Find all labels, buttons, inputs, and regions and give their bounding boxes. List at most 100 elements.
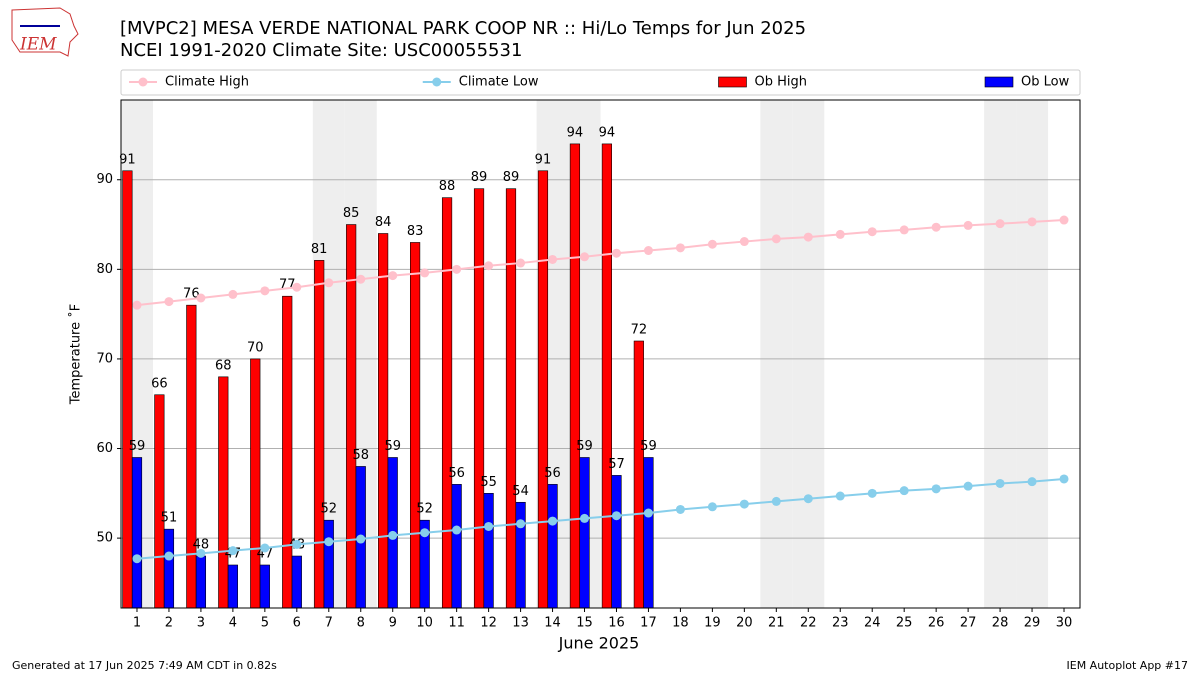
line-point: [420, 268, 430, 278]
x-tick-label: 30: [1056, 616, 1073, 631]
line-point: [643, 246, 653, 256]
y-tick-label: 80: [96, 262, 113, 277]
legend-label: Ob High: [755, 75, 808, 90]
bar: [409, 242, 421, 609]
bar-value-label: 91: [119, 152, 136, 167]
line-point: [707, 502, 717, 512]
x-tick-label: 10: [416, 616, 433, 631]
bar-value-label: 89: [471, 170, 488, 185]
line-point: [739, 499, 749, 509]
y-tick-label: 70: [96, 351, 113, 366]
line-point: [356, 534, 366, 544]
line-point: [228, 289, 238, 299]
x-tick-label: 29: [1024, 616, 1041, 631]
logo-outline: [11, 7, 79, 57]
weekend-shade: [1016, 100, 1049, 608]
bar: [579, 457, 590, 609]
line-point: [132, 300, 142, 310]
line-point: [995, 478, 1005, 488]
line-point: [324, 278, 334, 288]
x-tick-label: 1: [133, 616, 141, 631]
chart-title: [MVPC2] MESA VERDE NATIONAL PARK COOP NR…: [120, 18, 806, 39]
line-point: [580, 513, 590, 523]
bar: [314, 260, 325, 609]
legend-label: Climate High: [165, 75, 249, 90]
x-tick-label: 14: [544, 616, 561, 631]
bar: [195, 555, 207, 609]
line-point: [771, 234, 781, 244]
line-point: [1059, 215, 1069, 225]
y-tick-label: 90: [96, 172, 113, 187]
x-tick-label: 9: [389, 616, 397, 631]
weekend-shade: [984, 100, 1017, 608]
bar: [569, 143, 581, 609]
line-point: [675, 243, 685, 253]
line-point: [516, 258, 526, 268]
bar: [227, 564, 238, 609]
bar: [441, 197, 453, 609]
x-tick-label: 7: [325, 616, 333, 631]
legend-label: Ob Low: [1021, 75, 1070, 90]
x-tick-label: 18: [672, 616, 689, 631]
bar-value-label: 55: [480, 475, 497, 490]
x-tick-label: 24: [864, 616, 881, 631]
bar-value-label: 66: [151, 376, 168, 391]
bar: [473, 188, 485, 609]
x-tick-label: 5: [261, 616, 269, 631]
line-point: [484, 261, 494, 271]
legend-marker: [138, 77, 148, 87]
line-point: [963, 481, 973, 491]
line-point: [675, 504, 685, 514]
bar: [154, 394, 165, 609]
line-point: [803, 232, 813, 242]
line-point: [228, 546, 238, 556]
line-point: [867, 488, 877, 498]
bar-value-label: 89: [503, 170, 520, 185]
line-point: [164, 297, 174, 307]
line: [136, 477, 1065, 560]
line-point: [867, 227, 877, 237]
bar-value-label: 81: [311, 242, 328, 257]
line-point: [611, 511, 621, 521]
bar: [250, 358, 261, 609]
x-tick-label: 6: [293, 616, 301, 631]
bar: [611, 475, 622, 609]
line-point: [1027, 217, 1037, 227]
chart-subtitle: NCEI 1991-2020 Climate Site: USC00055531: [120, 40, 522, 61]
line-point: [931, 484, 941, 494]
bar: [451, 484, 462, 609]
bar: [483, 493, 494, 609]
bar-value-label: 68: [215, 358, 232, 373]
legend-swatch: [984, 76, 1014, 88]
x-tick-label: 2: [165, 616, 173, 631]
bar-value-label: 52: [416, 502, 433, 517]
x-axis-label: June 2025: [558, 634, 640, 653]
bar: [643, 457, 654, 609]
bar-value-label: 88: [439, 179, 456, 194]
line-point: [835, 229, 845, 239]
line-point: [516, 519, 526, 529]
x-tick-label: 21: [768, 616, 785, 631]
line-point: [356, 274, 366, 284]
legend-swatch: [718, 76, 747, 88]
line-point: [643, 508, 653, 518]
x-tick-label: 23: [832, 616, 849, 631]
line-point: [931, 222, 941, 232]
weekend-shade: [760, 100, 793, 608]
line-point: [771, 496, 781, 506]
bar: [259, 564, 270, 609]
bar-value-label: 59: [384, 439, 401, 454]
x-tick-label: 25: [896, 616, 913, 631]
weekend-shade: [792, 100, 825, 608]
line: [136, 219, 1065, 307]
line-point: [803, 494, 813, 504]
footer-left: Generated at 17 Jun 2025 7:49 AM CDT in …: [12, 659, 277, 672]
line-point: [420, 528, 430, 538]
bar-value-label: 72: [631, 323, 648, 338]
bar: [122, 170, 133, 609]
bar-value-label: 57: [608, 457, 625, 472]
line-point: [164, 551, 174, 561]
bar-value-label: 91: [535, 152, 552, 167]
line-point: [580, 252, 590, 262]
line-point: [995, 219, 1005, 229]
